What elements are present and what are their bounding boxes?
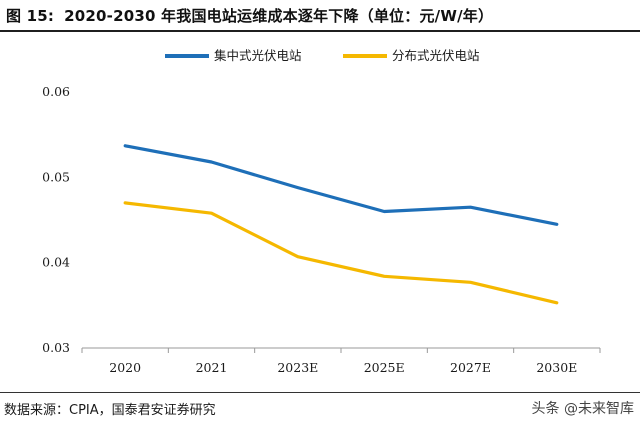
x-tick-label-5: 2030E [536, 360, 577, 375]
y-tick-label-0: 0.03 [42, 340, 70, 355]
figure-title-text: 2020-2030 年我国电站运维成本逐年下降（单位：元/W/年） [64, 6, 494, 25]
data-source: 数据来源：CPIA，国泰君安证券研究 [4, 403, 216, 418]
x-tick-label-0: 2020 [109, 360, 141, 375]
x-tick-label-4: 2027E [450, 360, 491, 375]
x-tick-label-3: 2025E [364, 360, 405, 375]
legend-label-0: 集中式光伏电站 [214, 48, 302, 63]
series-line-1 [123, 201, 559, 305]
figure-number: 图 15: [6, 6, 55, 25]
y-tick-label-1: 0.04 [42, 255, 70, 270]
watermark: 头条 @未来智库 [531, 401, 634, 417]
figure-header: 图 15: 2020-2030 年我国电站运维成本逐年下降（单位：元/W/年） [0, 0, 640, 32]
series-line-0 [123, 144, 559, 226]
series-group [123, 144, 559, 305]
x-tick-label-1: 2021 [196, 360, 228, 375]
y-tick-label-2: 0.05 [42, 169, 70, 184]
figure-title: 图 15: 2020-2030 年我国电站运维成本逐年下降（单位：元/W/年） [0, 5, 493, 26]
legend: 集中式光伏电站 分布式光伏电站 [165, 48, 480, 63]
figure-footer: 数据来源：CPIA，国泰君安证券研究 头条 @未来智库 [0, 392, 640, 423]
legend-label-1: 分布式光伏电站 [392, 48, 480, 63]
x-axis: 2020 2021 2023E 2025E 2027E 2030E [81, 347, 601, 375]
y-tick-label-3: 0.06 [42, 84, 70, 99]
line-chart: 集中式光伏电站 分布式光伏电站 0.03 0.04 0.05 0.06 2020 2021… [42, 48, 601, 375]
y-axis: 0.03 0.04 0.05 0.06 [42, 84, 70, 355]
x-tick-label-2: 2023E [277, 360, 318, 375]
